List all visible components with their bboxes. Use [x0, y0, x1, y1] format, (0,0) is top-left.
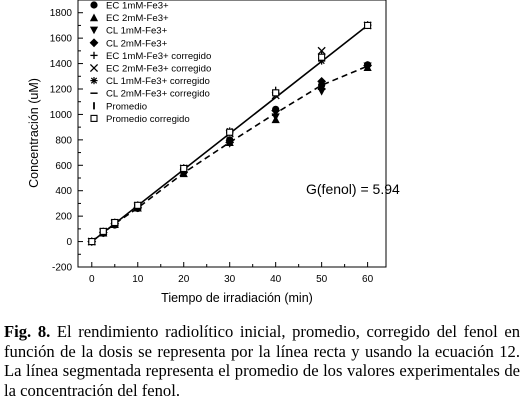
y-tick-label: 1400: [50, 59, 73, 70]
legend-label: EC 2mM-Fe3+: [106, 13, 169, 24]
y-tick-label: 0: [66, 237, 72, 248]
y-tick-label: 600: [55, 161, 72, 172]
x-tick-label: 60: [362, 274, 374, 285]
y-tick-label: -200: [52, 263, 72, 274]
legend-marker: [90, 77, 98, 85]
data-points: [87, 21, 373, 246]
x-tick-label: 30: [224, 274, 236, 285]
data-point: [180, 164, 188, 173]
x-tick-label: 10: [132, 274, 144, 285]
legend-marker: [89, 26, 99, 35]
legend-label: EC 1mM-Fe3+ corregido: [106, 51, 211, 62]
y-tick-label: 1200: [50, 85, 73, 96]
x-axis-label: Tiempo de irradiación (min): [161, 291, 313, 305]
legend-marker: [90, 1, 98, 9]
data-point: [88, 238, 96, 246]
legend-label: EC 2mM-Fe3+ corregido: [106, 64, 211, 75]
legend-marker: [90, 51, 98, 59]
caption-text: El rendimiento radiolítico inicial, prom…: [4, 322, 520, 400]
data-point: [272, 89, 280, 97]
y-tick-label: 1000: [50, 110, 73, 121]
data-point: [134, 201, 142, 209]
legend-label: Promedio: [106, 101, 147, 112]
legend-marker: [89, 13, 99, 22]
y-tick-label: 800: [55, 135, 72, 146]
chart: -200 0 200 400 600 800 1000 1200 1400 1600 1800 0 10…: [27, 0, 400, 305]
data-point: [364, 21, 372, 29]
axis-ticks: -200 0 200 400 600 800 1000 1200 1400 1600 1800 0 10…: [50, 8, 374, 285]
y-tick-label: 1600: [50, 34, 73, 45]
legend-label: Promedio corregido: [106, 114, 190, 125]
data-point: [111, 218, 119, 227]
data-point: [318, 53, 326, 61]
y-axis-label: Concentración (uM): [27, 78, 41, 188]
figure-caption: Fig. 8. El rendimiento radiolítico inici…: [4, 322, 520, 400]
g-fenol-annotation: G(fenol) = 5.94: [306, 181, 400, 197]
legend-label: CL 1mM-Fe3+: [106, 26, 168, 37]
legend: EC 1mM-Fe3+EC 2mM-Fe3+CL 1mM-Fe3+CL 2mM-…: [89, 1, 211, 125]
x-tick-label: 20: [178, 274, 190, 285]
data-point: [317, 46, 326, 55]
data-point: [317, 87, 326, 96]
data-point: [317, 76, 327, 86]
y-tick-label: 1800: [50, 8, 73, 19]
legend-label: CL 2mM-Fe3+ corregido: [106, 89, 210, 100]
y-tick-label: 200: [55, 212, 72, 223]
data-point: [226, 128, 234, 136]
legend-marker: [90, 114, 98, 122]
plot-frame: [77, 0, 387, 268]
y-tick-label: 400: [55, 186, 72, 197]
legend-marker: [89, 38, 99, 48]
caption-label: Fig. 8.: [4, 322, 51, 341]
x-tick-label: 0: [89, 274, 95, 285]
data-point: [99, 227, 107, 235]
x-tick-label: 40: [270, 274, 282, 285]
data-point: [271, 113, 280, 122]
legend-label: CL 1mM-Fe3+ corregido: [106, 76, 210, 87]
legend-label: EC 1mM-Fe3+: [106, 1, 169, 12]
x-tick-label: 50: [316, 274, 328, 285]
legend-marker: [89, 63, 99, 73]
legend-label: CL 2mM-Fe3+: [106, 38, 168, 49]
